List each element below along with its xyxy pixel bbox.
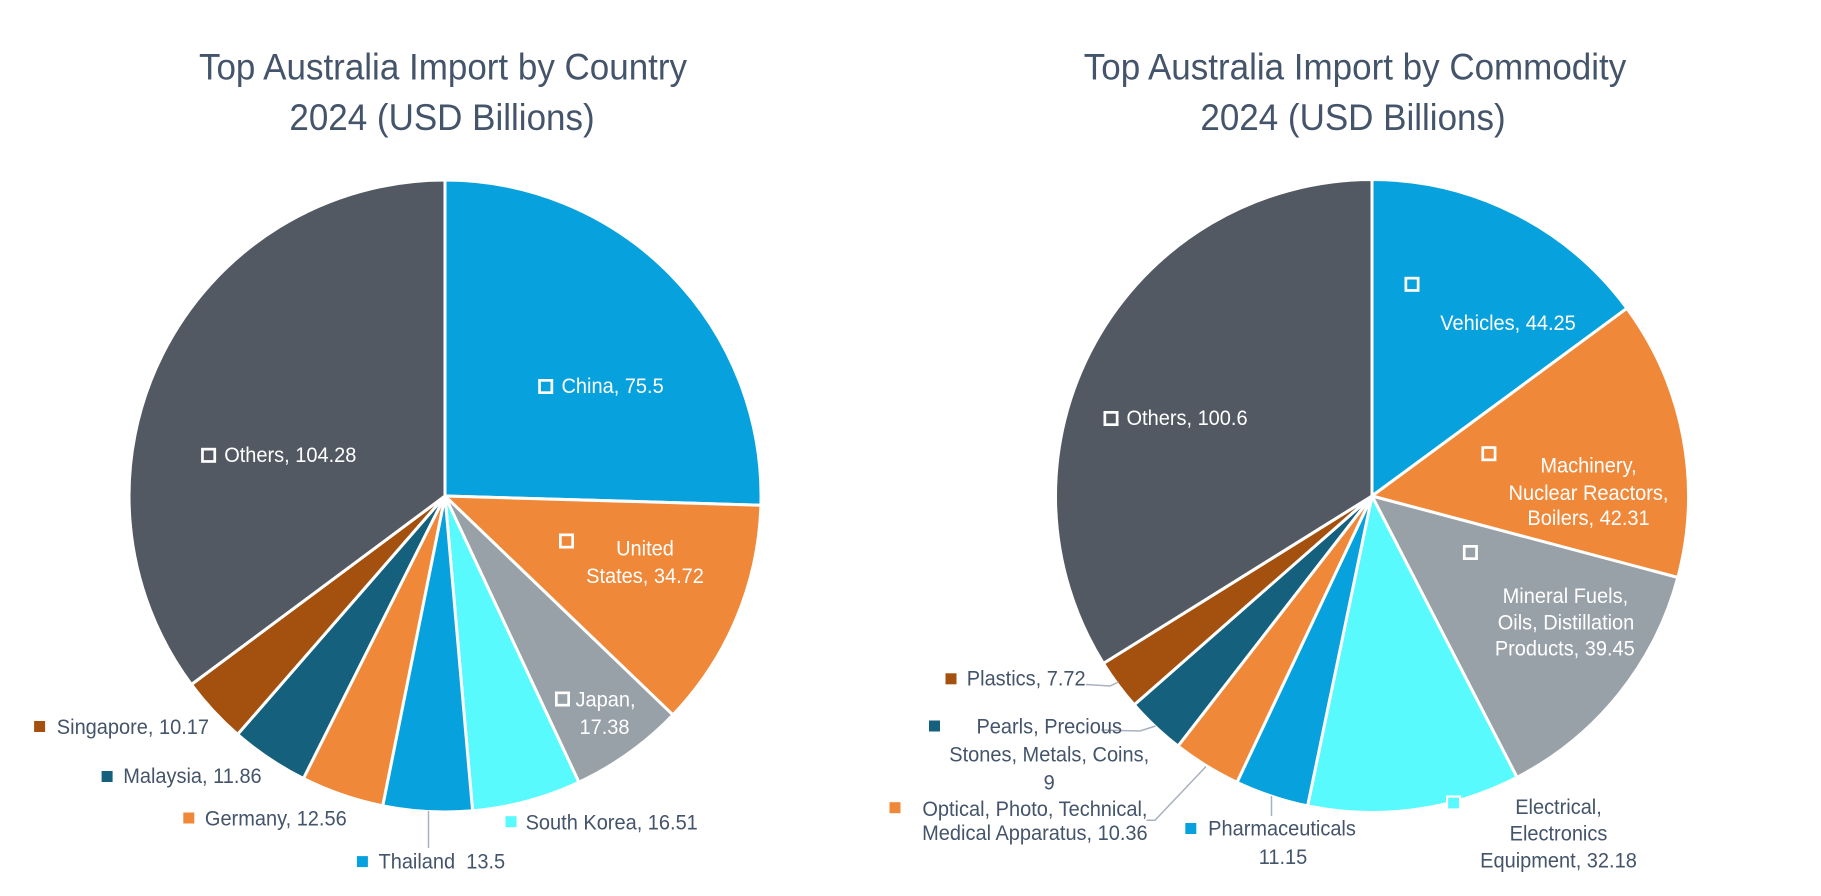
svg-text:Mineral Fuels,: Mineral Fuels, xyxy=(1503,584,1628,608)
svg-text:South Korea, 16.51: South Korea, 16.51 xyxy=(526,811,698,835)
svg-text:Plastics, 7.72: Plastics, 7.72 xyxy=(967,667,1086,691)
svg-text:Products, 39.45: Products, 39.45 xyxy=(1495,637,1635,661)
svg-text:Singapore, 10.17: Singapore, 10.17 xyxy=(57,715,209,739)
svg-text:Optical, Photo, Technical,: Optical, Photo, Technical, xyxy=(922,797,1147,821)
svg-text:2024 (USD Billions): 2024 (USD Billions) xyxy=(1200,96,1505,138)
svg-text:United: United xyxy=(616,537,674,561)
svg-text:9: 9 xyxy=(1044,771,1055,795)
svg-text:Oils, Distillation: Oils, Distillation xyxy=(1498,611,1635,635)
svg-text:2024 (USD Billions): 2024 (USD Billions) xyxy=(289,96,594,138)
svg-text:Top Australia Import by Commod: Top Australia Import by Commodity xyxy=(1084,45,1626,87)
svg-text:Vehicles, 44.25: Vehicles, 44.25 xyxy=(1440,311,1576,335)
svg-text:Top Australia Import by Countr: Top Australia Import by Country xyxy=(199,45,687,87)
svg-text:Germany, 12.56: Germany, 12.56 xyxy=(205,807,347,831)
svg-text:Electrical,: Electrical, xyxy=(1515,795,1602,819)
svg-text:Thailand 13.5: Thailand 13.5 xyxy=(379,850,506,874)
svg-text:Equipment, 32.18: Equipment, 32.18 xyxy=(1480,849,1637,873)
svg-text:Boilers, 42.31: Boilers, 42.31 xyxy=(1527,507,1649,531)
svg-text:Nuclear Reactors,: Nuclear Reactors, xyxy=(1509,481,1669,505)
svg-text:Pearls, Precious: Pearls, Precious xyxy=(976,715,1121,739)
svg-text:Machinery,: Machinery, xyxy=(1540,454,1636,478)
svg-text:Pharmaceuticals: Pharmaceuticals xyxy=(1208,817,1356,841)
svg-text:Stones, Metals, Coins,: Stones, Metals, Coins, xyxy=(949,743,1149,767)
svg-text:Others, 100.6: Others, 100.6 xyxy=(1127,407,1248,431)
svg-text:States, 34.72: States, 34.72 xyxy=(586,565,704,589)
svg-text:Medical Apparatus, 10.36: Medical Apparatus, 10.36 xyxy=(922,821,1148,845)
svg-text:17.38: 17.38 xyxy=(579,716,629,740)
svg-text:Japan,: Japan, xyxy=(575,688,635,712)
svg-text:11.15: 11.15 xyxy=(1259,846,1308,870)
svg-text:Others, 104.28: Others, 104.28 xyxy=(224,443,356,467)
svg-text:China, 75.5: China, 75.5 xyxy=(562,375,664,399)
svg-text:Electronics: Electronics xyxy=(1510,822,1608,846)
svg-text:Malaysia, 11.86: Malaysia, 11.86 xyxy=(123,764,261,788)
